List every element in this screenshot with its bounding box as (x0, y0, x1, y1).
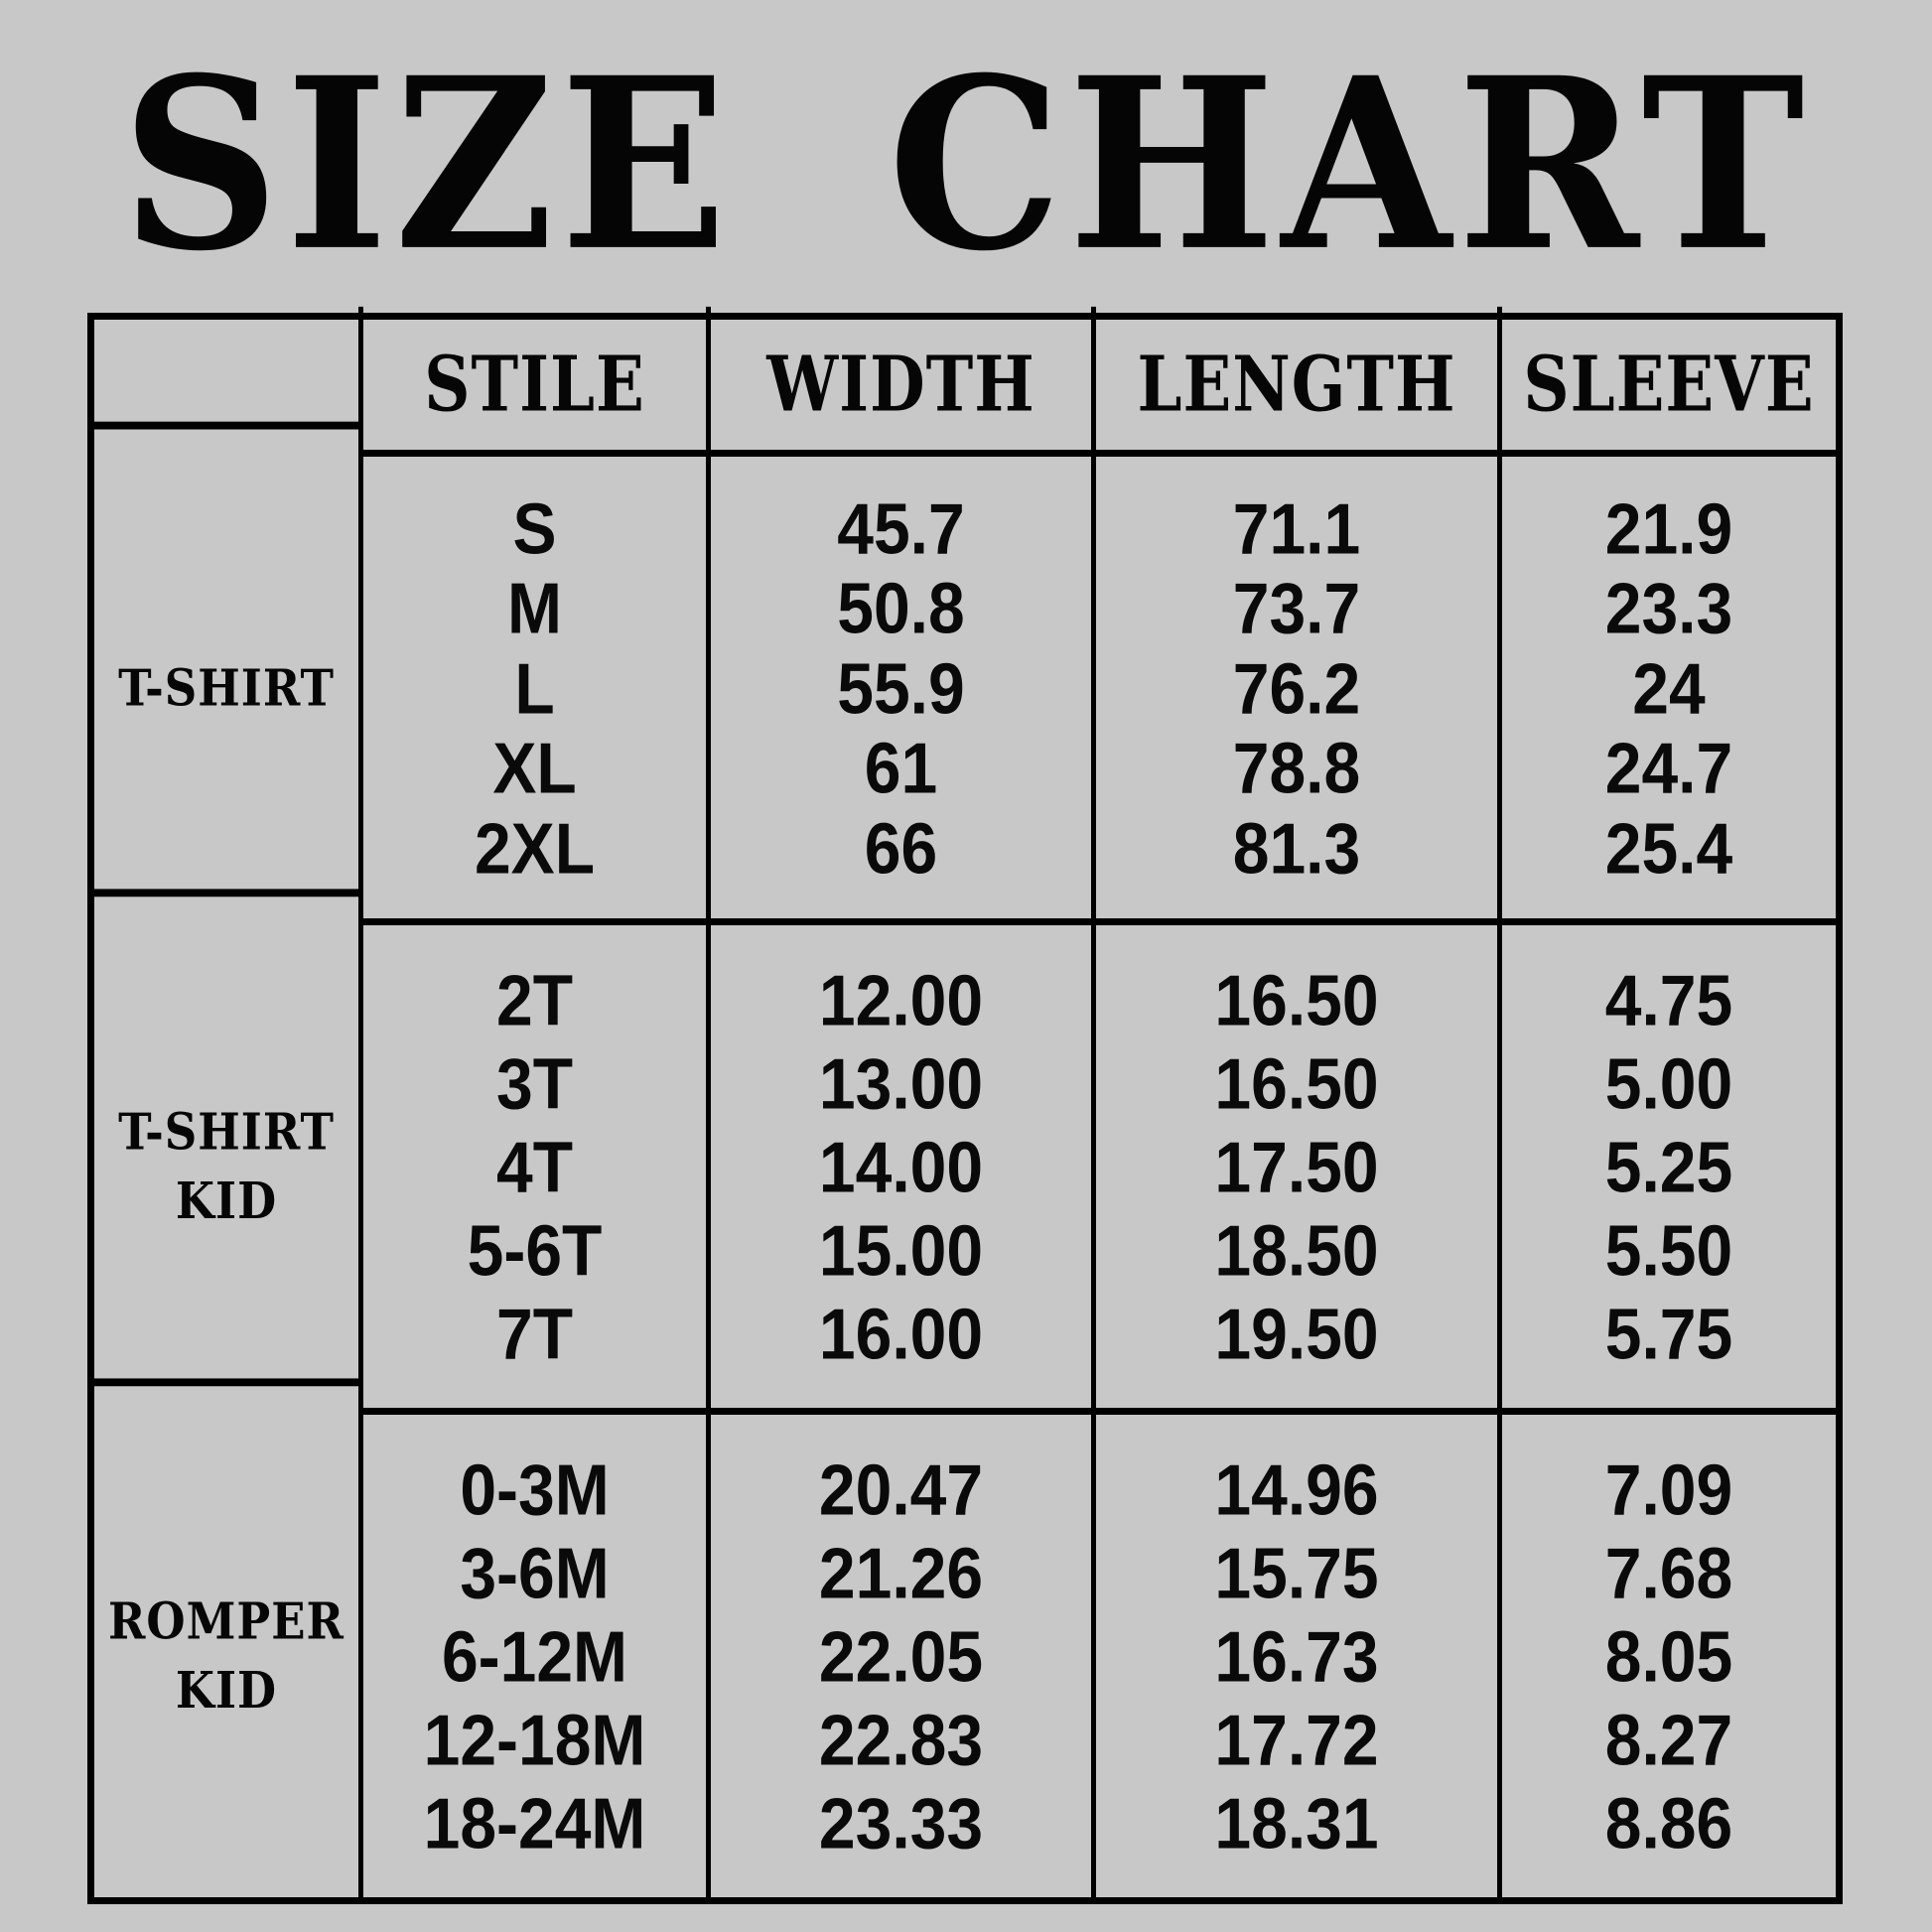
value: XL (492, 727, 577, 808)
value: 14.00 (818, 1126, 984, 1207)
value: S (512, 486, 557, 569)
value: 81.3 (1232, 806, 1361, 889)
value: 14.96 (1214, 1449, 1379, 1530)
tshirt-kid-width-cell: 12.00 13.00 14.00 15.00 16.00 (706, 918, 1091, 1408)
romper-kid-stile-cell: 0-3M 3-6M 6-12M 12-18M 18-24M (358, 1408, 706, 1897)
tshirt-kid-sleeve-cell: 4.75 5.00 5.25 5.50 5.75 (1497, 918, 1836, 1408)
value: 2T (495, 959, 574, 1040)
value: 21.26 (818, 1532, 984, 1613)
value: 5.00 (1604, 1042, 1733, 1124)
value: 18.31 (1214, 1782, 1379, 1863)
tshirt-length-cell: 71.1 73.7 76.2 78.8 81.3 (1091, 450, 1497, 918)
page-title: SIZE CHART (121, 26, 1811, 303)
value: 16.73 (1214, 1615, 1379, 1697)
header-width: WIDTH (706, 306, 1091, 464)
value: 3-6M (460, 1532, 610, 1613)
value: 24.7 (1604, 727, 1733, 808)
value: 20.47 (818, 1449, 984, 1530)
value: 25.4 (1604, 806, 1733, 889)
value: M (507, 567, 562, 648)
value: 23.33 (818, 1782, 984, 1863)
value: 50.8 (837, 567, 965, 648)
value: 45.7 (837, 486, 965, 569)
value: 2XL (474, 806, 596, 889)
tshirt-kid-stile-cell: 2T 3T 4T 5-6T 7T (358, 918, 706, 1408)
header-stile: STILE (358, 306, 706, 464)
value: 6-12M (441, 1615, 628, 1697)
value: 5.25 (1604, 1126, 1733, 1207)
value: 17.72 (1214, 1699, 1379, 1780)
value: 21.9 (1604, 486, 1733, 569)
header-length: LENGTH (1091, 306, 1497, 464)
value: 76.2 (1232, 646, 1361, 729)
tshirt-kid-length-cell: 16.50 16.50 17.50 18.50 19.50 (1091, 918, 1497, 1408)
value: 15.75 (1214, 1532, 1379, 1613)
value: 71.1 (1232, 486, 1361, 569)
value: 61 (864, 727, 938, 808)
value: 16.50 (1214, 1042, 1379, 1124)
value: 18.50 (1214, 1209, 1379, 1291)
value: 19.50 (1214, 1293, 1379, 1374)
value: 8.05 (1604, 1615, 1733, 1697)
value: 17.50 (1214, 1126, 1379, 1207)
value: 22.83 (818, 1699, 984, 1780)
value: 8.86 (1604, 1782, 1733, 1863)
tshirt-width-cell: 45.7 50.8 55.9 61 66 (706, 450, 1091, 918)
value: 16.00 (818, 1293, 984, 1374)
row-label-romper-kid: ROMPER KID (94, 1378, 358, 1926)
value: 24 (1632, 646, 1706, 729)
tshirt-sleeve-cell: 21.9 23.3 24 24.7 25.4 (1497, 450, 1836, 918)
value: 73.7 (1232, 567, 1361, 648)
value: 23.3 (1604, 567, 1733, 648)
value: 4T (495, 1126, 574, 1207)
value: 5.75 (1604, 1293, 1733, 1374)
value: L (514, 646, 555, 729)
value: 12-18M (423, 1699, 646, 1780)
value: 3T (495, 1042, 574, 1124)
tshirt-stile-cell: S M L XL 2XL (358, 450, 706, 918)
value: 5-6T (467, 1209, 603, 1291)
value: 12.00 (818, 959, 984, 1040)
row-label-tshirt: T-SHIRT (94, 421, 358, 947)
value: 0-3M (460, 1449, 610, 1530)
value: 15.00 (818, 1209, 984, 1291)
size-table: STILE WIDTH LENGTH SLEEVE T-SHIRT S M L … (87, 306, 1843, 1904)
value: 7T (495, 1293, 574, 1374)
value: 13.00 (818, 1042, 984, 1124)
value: 22.05 (818, 1615, 984, 1697)
value: 16.50 (1214, 959, 1379, 1040)
value: 7.09 (1604, 1449, 1733, 1530)
value: 78.8 (1232, 727, 1361, 808)
value: 7.68 (1604, 1532, 1733, 1613)
value: 4.75 (1604, 959, 1733, 1040)
value: 8.27 (1604, 1699, 1733, 1780)
romper-kid-length-cell: 14.96 15.75 16.73 17.72 18.31 (1091, 1408, 1497, 1897)
value: 66 (864, 806, 938, 889)
value: 18-24M (423, 1782, 646, 1863)
row-label-tshirt-kid: T-SHIRT KID (94, 889, 358, 1437)
value: 55.9 (837, 646, 965, 729)
romper-kid-width-cell: 20.47 21.26 22.05 22.83 23.33 (706, 1408, 1091, 1897)
romper-kid-sleeve-cell: 7.09 7.68 8.05 8.27 8.86 (1497, 1408, 1836, 1897)
header-sleeve: SLEEVE (1497, 306, 1836, 464)
value: 5.50 (1604, 1209, 1733, 1291)
